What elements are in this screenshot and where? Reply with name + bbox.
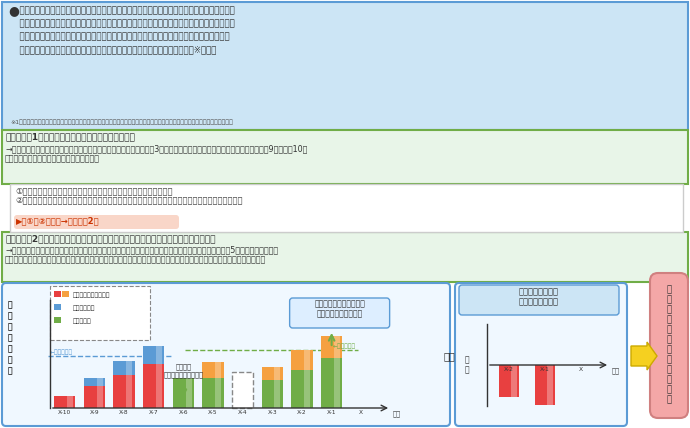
FancyBboxPatch shape — [172, 378, 194, 408]
FancyBboxPatch shape — [650, 273, 688, 418]
Text: ②旧一般ガスみなしガス小売事業者９社の規制部門におけるガス事業利益率（過去１０か年度平均）: ②旧一般ガスみなしガス小売事業者９社の規制部門におけるガス事業利益率（過去１０か… — [15, 196, 242, 205]
FancyBboxPatch shape — [547, 365, 553, 405]
FancyBboxPatch shape — [232, 372, 253, 408]
FancyBboxPatch shape — [186, 378, 192, 408]
FancyBboxPatch shape — [321, 358, 342, 408]
FancyBboxPatch shape — [291, 370, 313, 408]
FancyBboxPatch shape — [511, 365, 517, 397]
FancyBboxPatch shape — [459, 285, 619, 315]
FancyBboxPatch shape — [262, 367, 283, 380]
Text: 積額による基準又は自由化部門の収支による基準で得られた情報を基に、第３弾改正法附則: 積額による基準又は自由化部門の収支による基準で得られた情報を基に、第３弾改正法附… — [14, 32, 230, 41]
Text: X-1: X-1 — [540, 367, 550, 372]
FancyBboxPatch shape — [455, 283, 627, 426]
FancyBboxPatch shape — [291, 350, 313, 370]
Text: ●: ● — [8, 4, 19, 17]
FancyBboxPatch shape — [262, 380, 283, 408]
Text: ←一定水準額: ←一定水準額 — [50, 349, 73, 355]
FancyBboxPatch shape — [62, 291, 69, 297]
FancyBboxPatch shape — [143, 364, 164, 408]
FancyBboxPatch shape — [290, 298, 390, 328]
Text: X-9: X-9 — [90, 410, 99, 415]
Text: 自由化部門収支が
直近２年連続赤字: 自由化部門収支が 直近２年連続赤字 — [519, 287, 559, 306]
Text: ※1：「原価算定期間終了前、料金改定日までに料金改定を実施」または「既に料金改定を発表している」場合は事実審査の対象外: ※1：「原価算定期間終了前、料金改定日までに料金改定を実施」または「既に料金改定… — [10, 119, 233, 125]
FancyBboxPatch shape — [113, 375, 135, 408]
Text: X-6: X-6 — [179, 410, 188, 415]
Text: ▶　①＞②の場合→ステップ2へ: ▶ ①＞②の場合→ステップ2へ — [16, 216, 99, 225]
Text: ＜ステップ１＞規制部門のガス事業利益率による基準、＜ステップ２＞規制部門の超過利潤累: ＜ステップ１＞規制部門のガス事業利益率による基準、＜ステップ２＞規制部門の超過利… — [14, 19, 235, 28]
FancyBboxPatch shape — [499, 365, 519, 397]
Text: 料
金
変
更
認
可
申
請
命
令
発
動: 料 金 変 更 認 可 申 請 命 令 発 動 — [667, 285, 671, 405]
Text: 当期超過利潤: 当期超過利潤 — [73, 305, 95, 311]
Text: X: X — [359, 410, 363, 415]
FancyBboxPatch shape — [2, 130, 688, 184]
FancyBboxPatch shape — [97, 386, 103, 408]
Text: 超
過
利
潤
累
積
額: 超 過 利 潤 累 積 額 — [8, 300, 12, 376]
FancyBboxPatch shape — [67, 396, 73, 408]
FancyBboxPatch shape — [14, 215, 179, 229]
Text: →前回料金改定以降の超過利潤（＝当期純利益－事業報酬）の累積額が一定水準額（本支管投資額（過去5年平均）又は事業報: →前回料金改定以降の超過利潤（＝当期純利益－事業報酬）の累積額が一定水準額（本支… — [5, 245, 278, 254]
FancyBboxPatch shape — [321, 336, 342, 358]
FancyBboxPatch shape — [97, 378, 103, 386]
FancyBboxPatch shape — [10, 184, 683, 232]
Text: 原価算定期間終了後に料金改定を行っていない旧一般ガスみなしガス小売事業者については、: 原価算定期間終了後に料金改定を行っていない旧一般ガスみなしガス小売事業者について… — [14, 6, 235, 15]
FancyBboxPatch shape — [156, 346, 162, 364]
FancyArrow shape — [631, 342, 657, 370]
FancyBboxPatch shape — [2, 232, 688, 282]
Text: X-5: X-5 — [208, 410, 218, 415]
Text: X-8: X-8 — [119, 410, 129, 415]
Text: 超
過
利
潤
累
積
額: 超 過 利 潤 累 積 額 — [8, 300, 12, 376]
FancyBboxPatch shape — [83, 378, 105, 386]
FancyBboxPatch shape — [202, 362, 224, 378]
Text: X-2: X-2 — [504, 367, 514, 372]
FancyBboxPatch shape — [113, 361, 135, 375]
FancyBboxPatch shape — [54, 291, 61, 297]
Text: 年度: 年度 — [612, 367, 620, 374]
Text: 料金改定以降の超過利潤
累積額　＞一定水準額: 料金改定以降の超過利潤 累積額 ＞一定水準額 — [314, 299, 365, 318]
FancyBboxPatch shape — [143, 346, 164, 364]
Text: 又は: 又は — [443, 351, 455, 361]
Text: X-7: X-7 — [149, 410, 159, 415]
FancyBboxPatch shape — [50, 286, 150, 340]
FancyBboxPatch shape — [2, 283, 450, 426]
FancyBboxPatch shape — [215, 362, 221, 408]
Text: 第２２条第４項に基づく料金変更認可申請命令の発動の要否の検討を行う（※１）。: 第２２条第４項に基づく料金変更認可申請命令の発動の要否の検討を行う（※１）。 — [14, 45, 217, 54]
FancyBboxPatch shape — [156, 364, 162, 408]
Text: 当期赤字額: 当期赤字額 — [73, 318, 92, 324]
FancyBboxPatch shape — [126, 375, 132, 408]
Text: X-3: X-3 — [268, 410, 277, 415]
Text: X-1: X-1 — [327, 410, 337, 415]
Text: X-10: X-10 — [58, 410, 72, 415]
Text: 収
支: 収 支 — [464, 355, 469, 374]
FancyBboxPatch shape — [535, 365, 555, 405]
FancyBboxPatch shape — [126, 361, 132, 375]
Text: ①該当会社の規制部門におけるガス事業利益率（直近３か年度平均）: ①該当会社の規制部門におけるガス事業利益率（直近３か年度平均） — [15, 186, 172, 195]
Text: 料金改定
（累積額はリセット）: 料金改定 （累積額はリセット） — [164, 364, 204, 378]
FancyBboxPatch shape — [54, 396, 75, 408]
Text: 酬額のいずれかの額）を超えているかどうか、又は自由化部門の収支が直近２年度間連続して赤字であるかどうかを確認。: 酬額のいずれかの額）を超えているかどうか、又は自由化部門の収支が直近２年度間連続… — [5, 255, 266, 264]
Text: X: X — [579, 367, 583, 372]
FancyBboxPatch shape — [202, 378, 224, 408]
FancyBboxPatch shape — [334, 336, 339, 408]
Text: X-4: X-4 — [238, 410, 248, 415]
Text: X-2: X-2 — [297, 410, 307, 415]
Text: 前年度までの超過利潤: 前年度までの超過利潤 — [73, 292, 110, 297]
Text: ＜ステップ1＞規制部門のガス事業利益率による基準: ＜ステップ1＞規制部門のガス事業利益率による基準 — [5, 132, 135, 141]
Text: 年度: 年度 — [393, 410, 401, 416]
Text: 年度平均値を上回っているかどうかを確認。: 年度平均値を上回っているかどうかを確認。 — [5, 154, 100, 163]
FancyBboxPatch shape — [304, 350, 310, 408]
Text: ←一定水準額: ←一定水準額 — [333, 343, 356, 349]
FancyBboxPatch shape — [54, 304, 61, 310]
FancyBboxPatch shape — [2, 2, 688, 130]
Text: →規制部門のガス事業利益率（ガス事業利益／ガス事業収益）の直近3か年度平均値が、旧一般ガスみなしガス小売事業者9社の過去10か: →規制部門のガス事業利益率（ガス事業利益／ガス事業収益）の直近3か年度平均値が、… — [5, 144, 307, 153]
FancyBboxPatch shape — [275, 367, 280, 408]
FancyBboxPatch shape — [54, 317, 61, 323]
Text: ＜ステップ2＞規制部門の超過利潤累積額による基準又は自由化部門の収支による基準: ＜ステップ2＞規制部門の超過利潤累積額による基準又は自由化部門の収支による基準 — [5, 234, 215, 243]
FancyBboxPatch shape — [83, 386, 105, 408]
